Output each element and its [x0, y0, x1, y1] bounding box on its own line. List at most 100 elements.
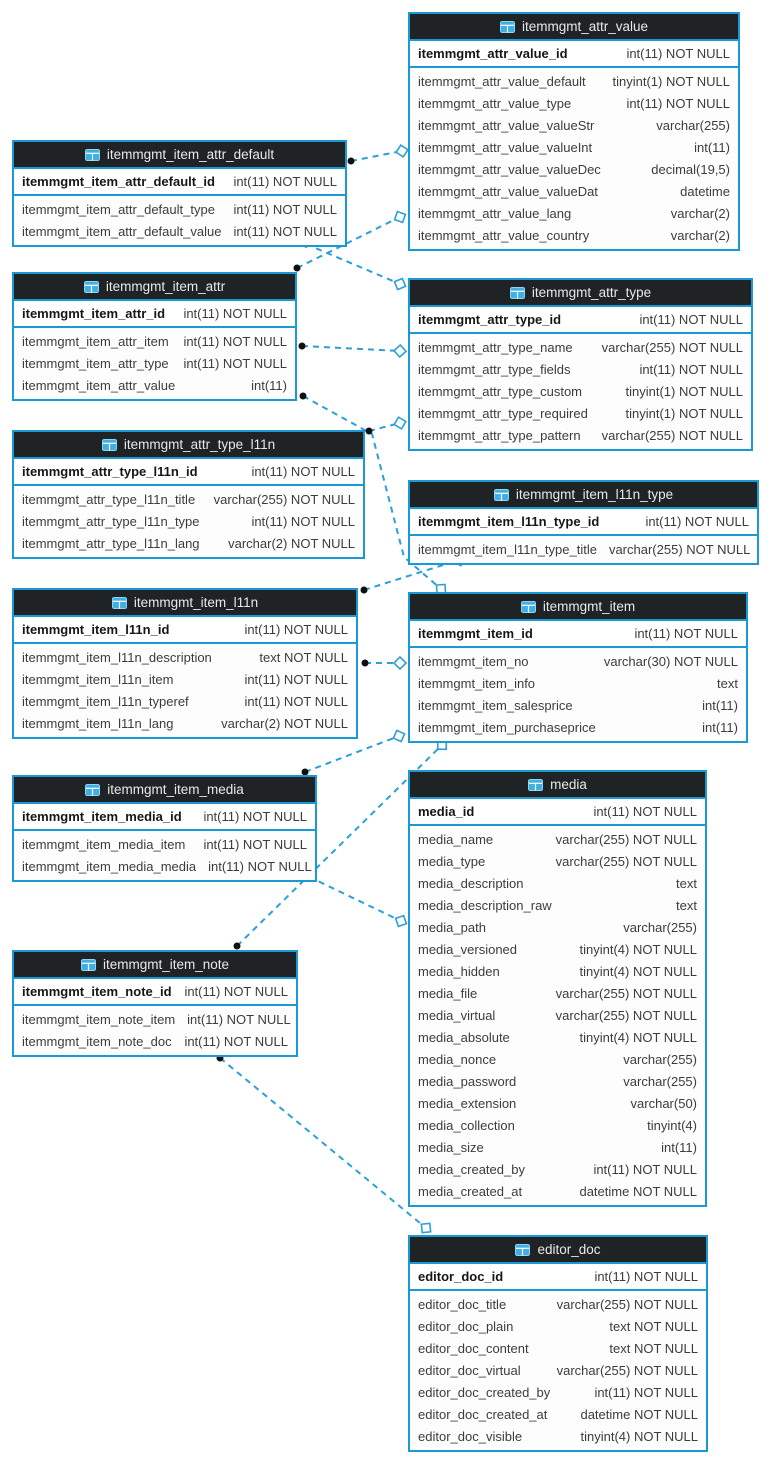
column-row: itemmgmt_item_note_item int(11) NOT NULL: [14, 1008, 296, 1030]
table-title: itemmgmt_item_media: [107, 782, 244, 797]
column-name: media_file: [418, 985, 478, 1001]
table-itemmgmt_item_attr_default[interactable]: itemmgmt_item_attr_default itemmgmt_item_…: [12, 140, 347, 247]
table-itemmgmt_attr_type[interactable]: itemmgmt_attr_type itemmgmt_attr_type_id i…: [408, 278, 753, 451]
pk-column-type: int(11) NOT NULL: [183, 306, 287, 321]
column-row: itemmgmt_item_media_media int(11) NOT NUL…: [14, 855, 315, 877]
column-row: itemmgmt_item_note_doc int(11) NOT NULL: [14, 1030, 296, 1052]
column-row: media_password varchar(255): [410, 1070, 705, 1092]
table-icon: [84, 148, 100, 161]
table-editor_doc[interactable]: editor_doc editor_doc_id int(11) NOT NULL e…: [408, 1235, 708, 1452]
table-itemmgmt_attr_type_l11n[interactable]: itemmgmt_attr_type_l11n itemmgmt_attr_typ…: [12, 430, 365, 559]
column-row: itemmgmt_attr_value_default tinyint(1) NO…: [410, 70, 738, 92]
column-row: itemmgmt_item_l11n_item int(11) NOT NULL: [14, 668, 356, 690]
table-title: editor_doc: [537, 1242, 601, 1257]
relationship-itemmgmt_item_attr-to-itemmgmt_attr_value[interactable]: [296, 216, 401, 269]
column-name: media_description: [418, 875, 524, 891]
column-type: tinyint(4) NOT NULL: [579, 1029, 697, 1045]
column-name: media_path: [418, 919, 486, 935]
pk-column-name: itemmgmt_item_note_id: [22, 984, 172, 999]
column-row: editor_doc_title varchar(255) NOT NULL: [410, 1293, 706, 1315]
column-type: int(11): [702, 719, 738, 735]
table-itemmgmt_item_media[interactable]: itemmgmt_item_media itemmgmt_item_media_i…: [12, 775, 317, 882]
column-type: tinyint(1) NOT NULL: [625, 405, 743, 421]
relationship-itemmgmt_item_attr_default-to-itemmgmt_attr_value[interactable]: [350, 150, 403, 162]
reference-end-diamond: [392, 655, 408, 671]
column-name: itemmgmt_attr_value_valueInt: [418, 139, 593, 155]
column-row: itemmgmt_attr_type_l11n_title varchar(255…: [14, 488, 363, 510]
table-itemmgmt_item_note[interactable]: itemmgmt_item_note itemmgmt_item_note_id i…: [12, 950, 298, 1057]
column-row: editor_doc_plain text NOT NULL: [410, 1315, 706, 1337]
column-type: varchar(255) NOT NULL: [601, 427, 743, 443]
table-header: itemmgmt_item_attr: [14, 274, 295, 301]
column-type: varchar(255) NOT NULL: [556, 1296, 698, 1312]
column-type: int(11) NOT NULL: [233, 223, 337, 239]
column-name: media_password: [418, 1073, 517, 1089]
columns-list: editor_doc_title varchar(255) NOT NULL edi…: [410, 1291, 706, 1450]
column-row: media_name varchar(255) NOT NULL: [410, 828, 705, 850]
column-type: int(11) NOT NULL: [184, 1033, 288, 1049]
relationship-itemmgmt_item_attr_default-to-itemmgmt_attr_type[interactable]: [305, 243, 401, 285]
pk-column-type: int(11) NOT NULL: [244, 622, 348, 637]
column-name: itemmgmt_item_media_media: [22, 858, 197, 874]
column-type: int(11) NOT NULL: [233, 201, 337, 217]
column-type: int(11): [702, 697, 738, 713]
column-name: itemmgmt_attr_value_valueDec: [418, 161, 601, 177]
column-type: varchar(255): [656, 117, 730, 133]
column-type: varchar(30) NOT NULL: [603, 653, 738, 669]
columns-list: itemmgmt_item_note_item int(11) NOT NULL i…: [14, 1006, 296, 1055]
relationship-itemmgmt_item_note-to-itemmgmt_item[interactable]: [236, 744, 443, 947]
column-name: itemmgmt_attr_type_required: [418, 405, 588, 421]
column-name: editor_doc_title: [418, 1296, 507, 1312]
table-itemmgmt_item_attr[interactable]: itemmgmt_item_attr itemmgmt_item_attr_id i…: [12, 272, 297, 401]
columns-list: itemmgmt_attr_value_default tinyint(1) NO…: [410, 68, 738, 249]
column-name: itemmgmt_attr_type_custom: [418, 383, 583, 399]
pk-column-type: int(11) NOT NULL: [626, 46, 730, 61]
relationship-itemmgmt_item_attr-to-itemmgmt_attr_type[interactable]: [301, 345, 401, 352]
table-header: itemmgmt_attr_value: [410, 14, 738, 41]
column-name: media_nonce: [418, 1051, 497, 1067]
pk-column-type: int(11) NOT NULL: [233, 174, 337, 189]
column-row: itemmgmt_item_info text: [410, 672, 746, 694]
relationship-itemmgmt_item_media-to-itemmgmt_item[interactable]: [304, 735, 400, 773]
pk-row: itemmgmt_item_l11n_type_id int(11) NOT NU…: [410, 509, 757, 536]
column-name: itemmgmt_item_note_item: [22, 1011, 176, 1027]
table-icon: [85, 783, 101, 796]
pk-row: itemmgmt_item_note_id int(11) NOT NULL: [14, 979, 296, 1006]
table-itemmgmt_item[interactable]: itemmgmt_item itemmgmt_item_id int(11) NOT…: [408, 592, 748, 743]
pk-row: itemmgmt_attr_type_id int(11) NOT NULL: [410, 307, 751, 334]
column-row: itemmgmt_attr_value_valueDec decimal(19,5…: [410, 158, 738, 180]
relationship-itemmgmt_item_l11n-to-itemmgmt_item_l11n_type[interactable]: [363, 559, 460, 591]
column-row: media_description_raw text: [410, 894, 705, 916]
column-name: itemmgmt_attr_type_l11n_lang: [22, 535, 200, 551]
fk-end-dot: [298, 342, 306, 350]
column-row: itemmgmt_item_attr_default_value int(11) …: [14, 220, 345, 242]
relationship-itemmgmt_item_note-to-editor_doc[interactable]: [219, 1057, 427, 1229]
column-name: itemmgmt_attr_type_pattern: [418, 427, 581, 443]
reference-end-diamond: [393, 416, 407, 430]
column-name: editor_doc_plain: [418, 1318, 514, 1334]
column-name: itemmgmt_item_attr_type: [22, 355, 169, 371]
column-name: itemmgmt_item_l11n_lang: [22, 715, 174, 731]
columns-list: itemmgmt_attr_type_l11n_title varchar(255…: [14, 486, 363, 557]
table-itemmgmt_item_l11n[interactable]: itemmgmt_item_l11n itemmgmt_item_l11n_id i…: [12, 588, 358, 739]
reference-end-diamond: [420, 1222, 432, 1234]
relationship-itemmgmt_item_media-to-media[interactable]: [298, 871, 402, 922]
column-type: datetime: [680, 183, 730, 199]
table-itemmgmt_item_l11n_type[interactable]: itemmgmt_item_l11n_type itemmgmt_item_l11…: [408, 480, 759, 565]
table-itemmgmt_attr_value[interactable]: itemmgmt_attr_value itemmgmt_attr_value_i…: [408, 12, 740, 251]
column-name: itemmgmt_attr_type_l11n_type: [22, 513, 200, 529]
column-row: itemmgmt_item_l11n_lang varchar(2) NOT NU…: [14, 712, 356, 734]
column-type: varchar(255) NOT NULL: [213, 491, 355, 507]
column-row: itemmgmt_item_l11n_type_title varchar(255…: [410, 538, 757, 560]
column-row: media_collection tinyint(4): [410, 1114, 705, 1136]
column-type: text: [717, 675, 738, 691]
column-row: editor_doc_virtual varchar(255) NOT NULL: [410, 1359, 706, 1381]
column-name: itemmgmt_item_l11n_type_title: [418, 541, 597, 557]
table-title: itemmgmt_item_l11n: [133, 595, 259, 610]
column-name: itemmgmt_attr_type_name: [418, 339, 573, 355]
pk-row: itemmgmt_item_media_id int(11) NOT NULL: [14, 804, 315, 831]
pk-column-type: int(11) NOT NULL: [634, 626, 738, 641]
column-row: itemmgmt_item_attr_default_type int(11) N…: [14, 198, 345, 220]
table-media[interactable]: media media_id int(11) NOT NULL media_name v…: [408, 770, 707, 1207]
column-name: itemmgmt_attr_value_type: [418, 95, 572, 111]
